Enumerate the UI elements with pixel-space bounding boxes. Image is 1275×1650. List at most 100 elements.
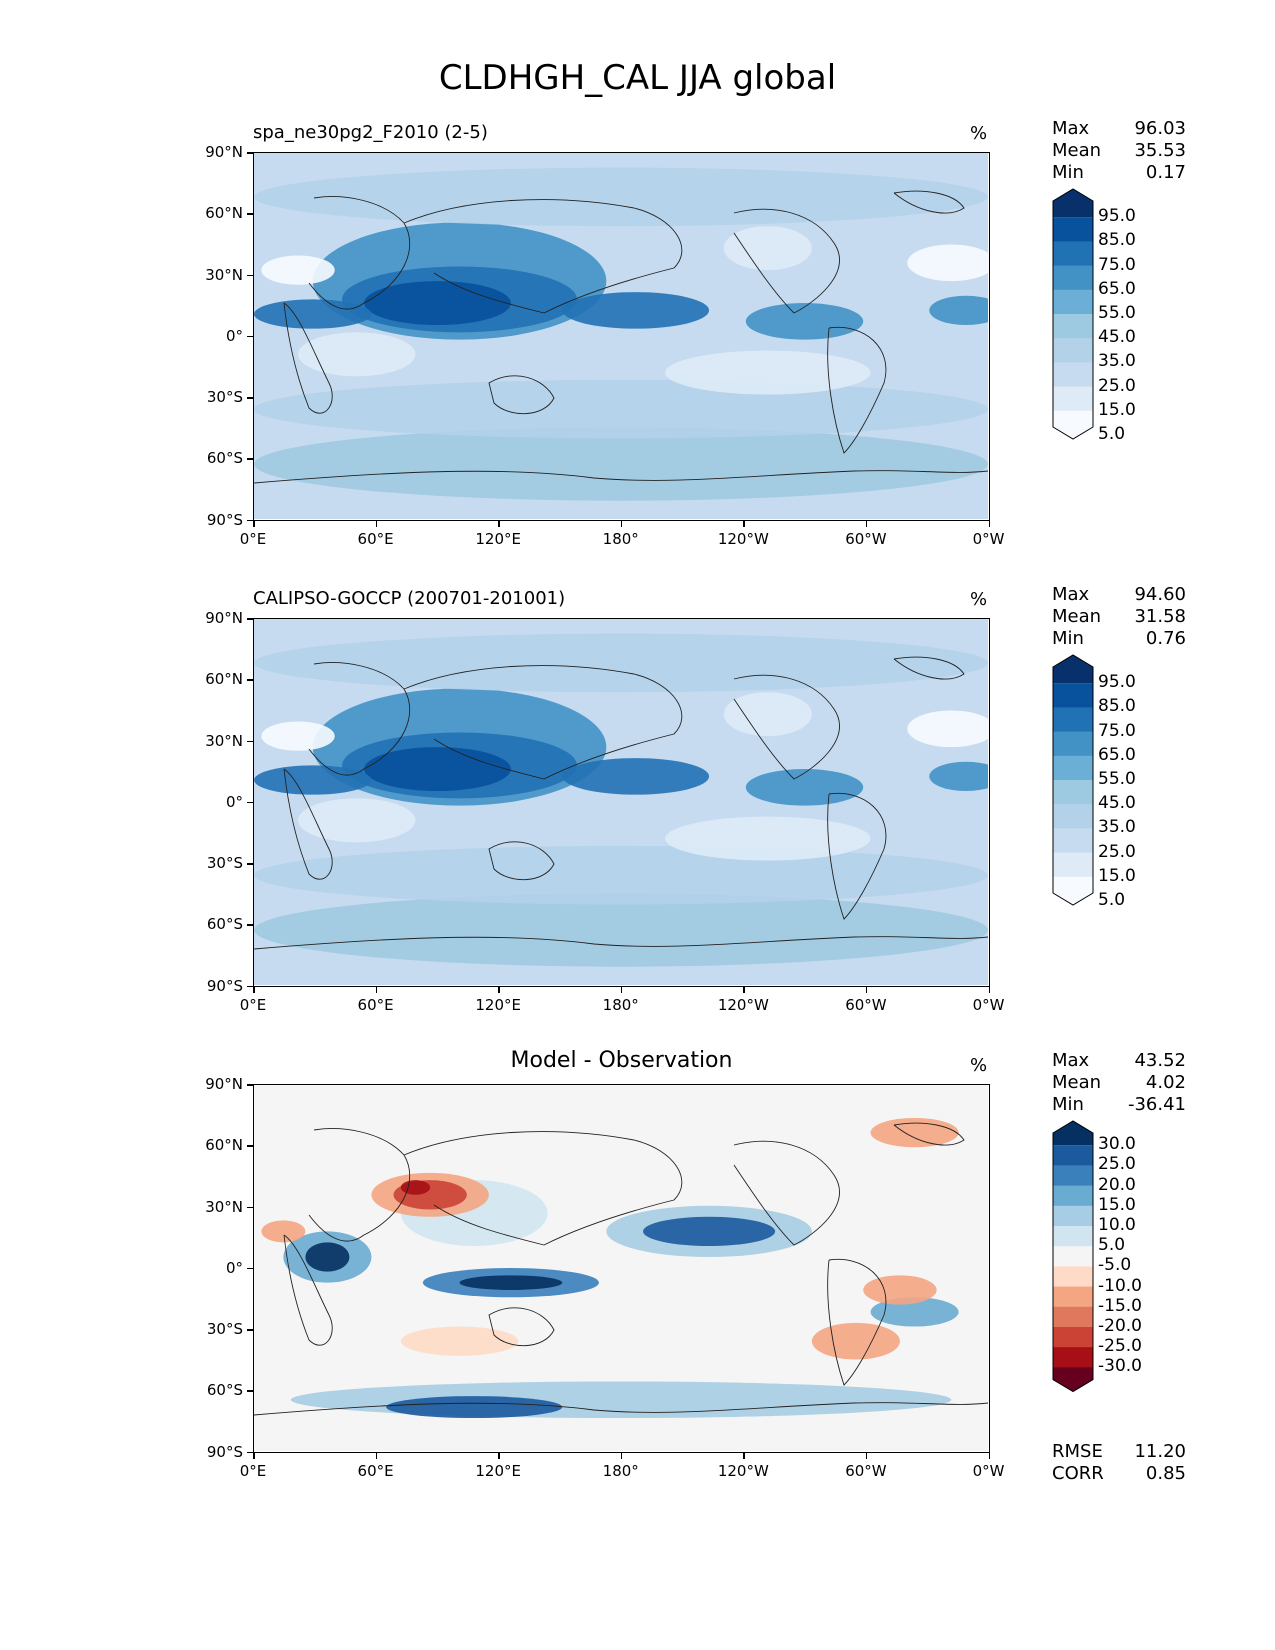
field-region	[254, 893, 988, 967]
field-region	[863, 1275, 937, 1305]
colorbar-label: 25.0	[1098, 375, 1136, 396]
stat-row: Min -36.41	[1052, 1094, 1186, 1116]
colorbar-segment	[1053, 1205, 1093, 1227]
y-tick-label: 30°N	[205, 1197, 243, 1216]
stat-value: 43.52	[1134, 1050, 1186, 1071]
field-region	[459, 1275, 563, 1290]
x-tick-mark	[620, 987, 623, 993]
x-tick-label: 0°E	[239, 530, 267, 548]
y-tick-label: 0°	[225, 792, 243, 811]
field-region	[745, 303, 864, 340]
stat-row: Mean 4.02	[1052, 1072, 1186, 1094]
colorbar-label: 95.0	[1098, 206, 1136, 227]
stat-value: 0.17	[1145, 162, 1186, 183]
stat-row: Max 94.60	[1052, 584, 1186, 606]
field-region	[562, 292, 710, 329]
stat-value: 0.85	[1145, 1463, 1186, 1484]
y-tick-label: 90°S	[206, 510, 243, 529]
x-tick-label: 180°	[602, 530, 639, 548]
map-panel	[253, 1084, 990, 1453]
colorbar-label: -25.0	[1098, 1336, 1142, 1357]
stat-key: Mean	[1052, 1072, 1102, 1093]
field-region	[290, 1381, 952, 1419]
colorbar-outline	[1052, 654, 1094, 906]
colorbar-segment	[1053, 655, 1093, 684]
panel-title: Model - Observation	[510, 1048, 733, 1073]
coastline	[308, 662, 411, 776]
y-tick-label: 60°N	[205, 204, 243, 223]
stat-value: -36.41	[1127, 1094, 1186, 1115]
stat-row: Min 0.76	[1052, 628, 1186, 650]
x-tick-mark	[375, 1453, 378, 1459]
x-tick-mark	[498, 987, 500, 993]
y-tick-label: 60°S	[206, 449, 243, 468]
colorbar-label: 55.0	[1098, 303, 1136, 323]
colorbar-label: 15.0	[1098, 1194, 1136, 1215]
field-region	[364, 747, 511, 792]
x-tick-label: 120°E	[475, 530, 521, 548]
y-tick-label: 90°N	[205, 609, 243, 627]
x-tick-label: 0°W	[972, 996, 1005, 1014]
field-region	[665, 350, 871, 395]
units-label: %	[970, 1055, 988, 1076]
colorbar-segment	[1053, 683, 1093, 708]
map-panel	[253, 152, 990, 521]
y-tick-label: 30°S	[206, 1320, 243, 1338]
colorbar-label: 25.0	[1098, 841, 1136, 862]
stat-value: 11.20	[1134, 1441, 1186, 1462]
field-region	[929, 761, 988, 792]
colorbar-segment	[1053, 265, 1093, 291]
stat-key: Max	[1052, 1050, 1090, 1071]
x-tick-mark	[253, 521, 255, 527]
x-tick-label: 60°E	[357, 530, 394, 548]
y-tick-mark	[247, 924, 253, 926]
coastline	[488, 841, 555, 881]
colorbar-label: -5.0	[1098, 1255, 1132, 1276]
coastline	[254, 470, 988, 484]
coastline	[403, 665, 683, 780]
colorbar-segment	[1053, 217, 1093, 242]
colorbar-segment	[1053, 1121, 1093, 1146]
colorbar	[1052, 1120, 1094, 1393]
colorbar-segment	[1053, 780, 1093, 805]
x-tick-mark	[375, 521, 378, 527]
colorbar-segment	[1053, 386, 1093, 412]
y-tick-label: 30°S	[206, 854, 243, 872]
y-tick-label: 90°S	[206, 976, 243, 995]
colorbar-label: 25.0	[1098, 1154, 1136, 1175]
y-tick-mark	[247, 740, 253, 742]
units-label: %	[970, 589, 988, 610]
y-tick-mark	[247, 801, 253, 804]
field-region	[907, 244, 988, 282]
field-region	[261, 255, 335, 285]
x-tick-mark	[253, 1453, 255, 1459]
x-tick-label: 120°E	[475, 996, 521, 1014]
units-label: %	[970, 123, 988, 144]
stat-key: Min	[1052, 628, 1084, 649]
y-tick-mark	[247, 985, 253, 987]
colorbar-segment	[1053, 1165, 1093, 1187]
panel-title: spa_ne30pg2_F2010 (2-5)	[253, 122, 488, 143]
map-field	[254, 1085, 988, 1451]
y-tick-label: 0°	[225, 326, 243, 345]
colorbar-label: -15.0	[1098, 1295, 1142, 1316]
coastline	[488, 375, 555, 415]
x-tick-mark	[865, 987, 868, 993]
x-tick-mark	[743, 521, 745, 527]
field-region	[643, 1216, 776, 1247]
y-tick-mark	[247, 397, 253, 399]
y-tick-label: 60°S	[206, 1381, 243, 1400]
colorbar-segment	[1053, 289, 1093, 315]
stat-row: Min 0.17	[1052, 162, 1186, 184]
stat-key: RMSE	[1052, 1441, 1103, 1462]
y-tick-mark	[247, 618, 253, 620]
x-tick-label: 0°E	[239, 996, 267, 1014]
x-tick-label: 0°W	[972, 530, 1005, 548]
field-region	[665, 816, 871, 861]
field-region	[400, 1326, 519, 1356]
colorbar-label: 5.0	[1098, 424, 1126, 444]
coastline	[283, 1234, 333, 1346]
colorbar-label: 30.0	[1098, 1134, 1136, 1155]
colorbar-segment	[1053, 410, 1093, 439]
colorbar-segment	[1053, 1306, 1093, 1328]
